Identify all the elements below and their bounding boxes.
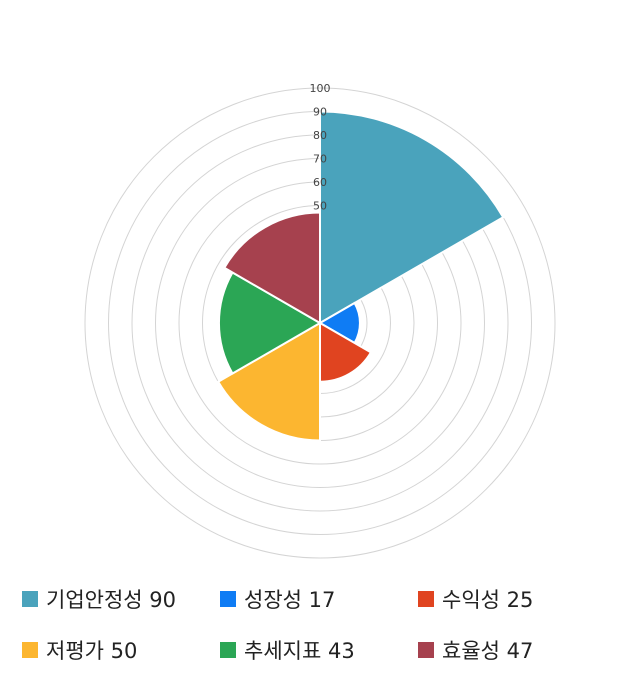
legend-label: 저평가 50 [46,639,138,663]
tick-label: 70 [313,153,327,166]
tick-labels: 100 90 80 70 60 50 [310,82,331,213]
legend-swatch [220,591,236,607]
sector-1[interactable] [319,110,505,325]
polar-chart-svg: 100 90 80 70 60 50 [84,82,556,559]
polar-area-chart: 100 90 80 70 60 50 [84,82,556,559]
legend-swatch [22,591,38,607]
sector-3[interactable] [319,321,373,383]
legend-label: 추세지표 43 [244,639,355,663]
legend-item-efficiency[interactable]: 효율성 47 [418,635,533,665]
legend-item-undervaluation[interactable]: 저평가 50 [22,635,137,665]
legend-label: 수익성 25 [442,588,534,612]
tick-label: 50 [313,200,327,213]
legend-label: 기업안정성 90 [46,588,176,612]
legend-swatch [22,642,38,658]
legend-swatch [418,591,434,607]
sector-5[interactable] [218,271,323,375]
sectors [216,110,505,442]
legend-label: 성장성 17 [244,588,336,612]
sector-6[interactable] [222,211,321,325]
legend-item-corporate-stability[interactable]: 기업안정성 90 [22,584,176,614]
tick-label: 80 [313,129,327,142]
legend-item-growth[interactable]: 성장성 17 [220,584,335,614]
legend: 기업안정성 90 성장성 17 수익성 25 저평가 50 추세지표 43 효율… [0,570,640,700]
legend-swatch [418,642,434,658]
sector-4[interactable] [216,321,321,442]
tick-label: 100 [310,82,331,95]
legend-item-trend-indicator[interactable]: 추세지표 43 [220,635,355,665]
tick-label: 90 [313,106,327,119]
legend-label: 효율성 47 [442,639,534,663]
tick-label: 60 [313,176,327,189]
legend-item-profitability[interactable]: 수익성 25 [418,584,533,614]
legend-swatch [220,642,236,658]
grid-ring [84,87,556,559]
